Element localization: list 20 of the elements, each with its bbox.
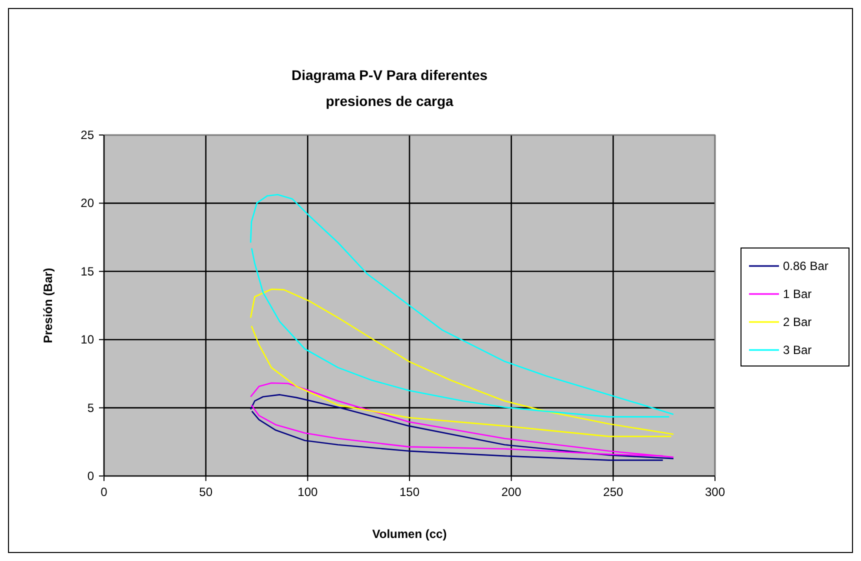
y-tick-label: 5 — [87, 400, 94, 415]
y-tick-label: 0 — [87, 469, 94, 483]
y-tick-label: 25 — [80, 128, 94, 142]
y-tick-label: 20 — [80, 196, 94, 210]
y-tick-label: 15 — [80, 264, 94, 278]
y-tick-label: 10 — [80, 332, 94, 347]
chart-title: Diagrama P-V Para diferentes presiones de carga — [291, 67, 488, 109]
legend-label: 2 Bar — [783, 315, 812, 329]
legend-label: 3 Bar — [783, 343, 812, 357]
x-tick-label: 200 — [501, 485, 522, 499]
x-axis-title: Volumen (cc) — [372, 527, 447, 541]
x-tick-label: 50 — [199, 485, 213, 499]
x-tick-label: 150 — [399, 485, 420, 499]
x-tick-label: 100 — [298, 485, 318, 499]
legend-label: 1 Bar — [783, 287, 812, 301]
x-tick-label: 250 — [603, 485, 624, 499]
legend-label: 0.86 Bar — [783, 259, 828, 273]
y-axis-title: Presión (Bar) — [41, 268, 55, 344]
x-tick-label: 300 — [704, 485, 726, 499]
x-tick-label: 0 — [100, 485, 108, 499]
